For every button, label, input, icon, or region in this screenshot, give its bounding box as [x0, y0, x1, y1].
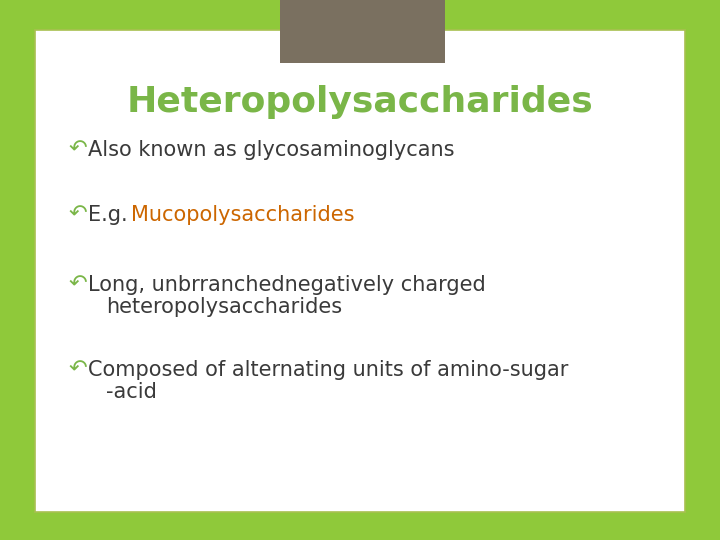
Text: ↶: ↶ [68, 360, 86, 380]
Text: Heteropolysaccharides: Heteropolysaccharides [127, 85, 593, 119]
Text: ↶: ↶ [68, 140, 86, 160]
FancyBboxPatch shape [280, 0, 445, 63]
Text: -acid: -acid [106, 382, 157, 402]
Text: heteropolysaccharides: heteropolysaccharides [106, 297, 342, 317]
Text: Long, unbrranchednegatively charged: Long, unbrranchednegatively charged [88, 275, 486, 295]
Text: Composed of alternating units of amino-sugar: Composed of alternating units of amino-s… [88, 360, 568, 380]
Text: Also known as glycosaminoglycans: Also known as glycosaminoglycans [88, 140, 454, 160]
FancyBboxPatch shape [35, 30, 685, 512]
Text: Mucopolysaccharides: Mucopolysaccharides [131, 205, 354, 225]
Text: ↶: ↶ [68, 205, 86, 225]
Text: ↶: ↶ [68, 275, 86, 295]
Text: E.g.: E.g. [88, 205, 134, 225]
